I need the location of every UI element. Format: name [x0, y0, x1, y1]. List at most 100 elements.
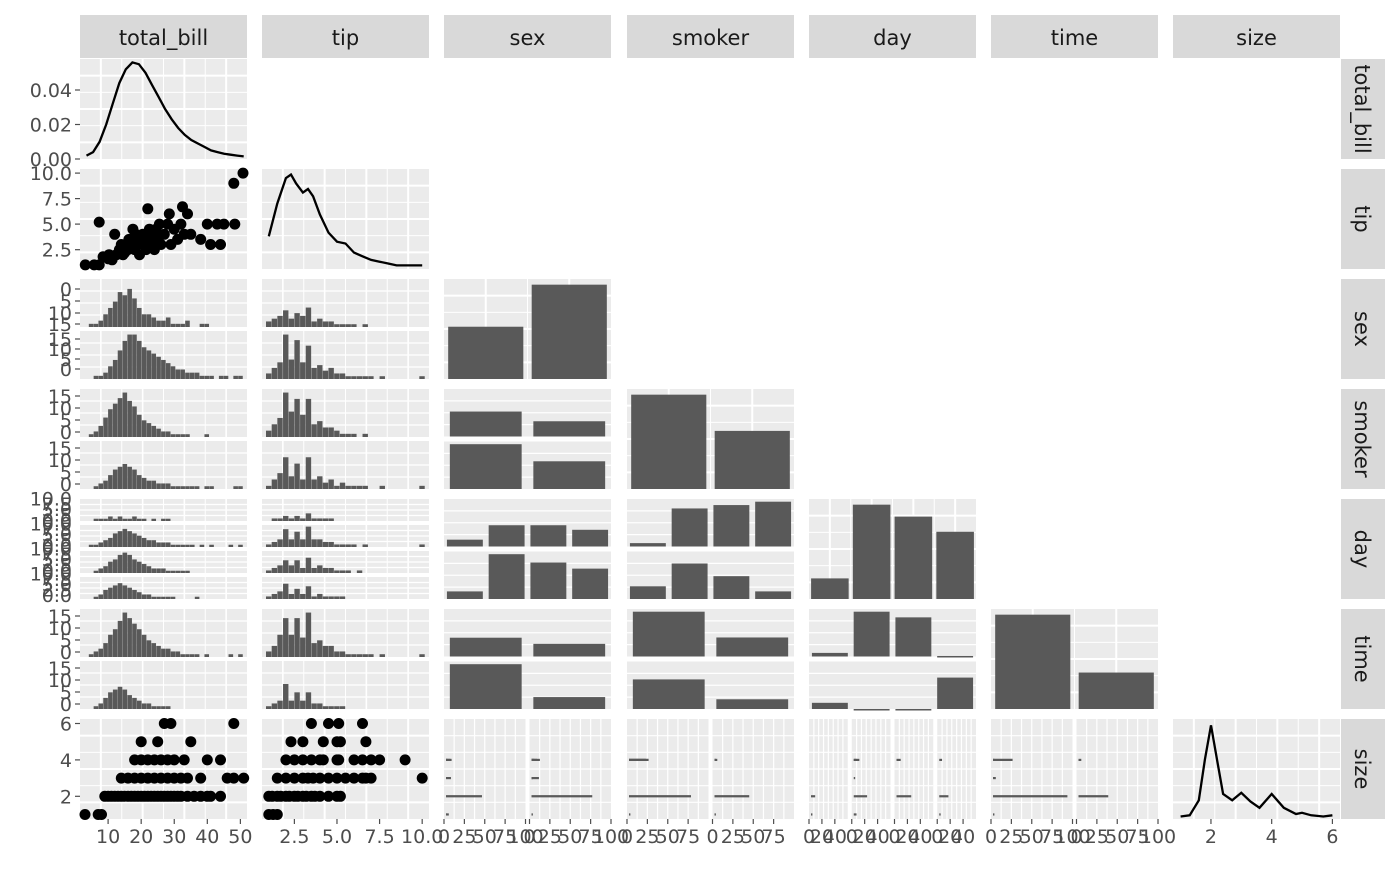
bar	[185, 654, 190, 657]
point	[334, 736, 346, 748]
point	[314, 772, 326, 784]
bar	[238, 375, 243, 379]
bar	[98, 594, 104, 599]
point	[271, 772, 283, 784]
bar	[170, 570, 176, 573]
bar	[98, 425, 104, 437]
bar	[317, 318, 323, 327]
point	[348, 754, 360, 766]
bar	[117, 686, 123, 709]
y-tick-label: 15	[48, 658, 72, 680]
row-strip-size: size	[1341, 719, 1385, 819]
panel-time-vs-sex	[444, 609, 611, 709]
bar	[117, 554, 123, 573]
bar	[632, 611, 705, 657]
bar	[328, 321, 334, 327]
bar	[170, 434, 176, 437]
panel-tip-density	[262, 169, 429, 269]
column-strip-smoker: smoker	[627, 15, 794, 58]
bar	[322, 321, 329, 327]
bar	[294, 313, 300, 327]
bar	[322, 427, 329, 437]
y-tick-label: 15	[48, 438, 72, 460]
x-tick-label: 75	[1126, 826, 1150, 848]
bar	[228, 654, 234, 657]
bar	[714, 430, 790, 489]
bar	[379, 654, 385, 657]
row-strip-sex: sex	[1341, 279, 1385, 379]
bar	[317, 365, 323, 379]
bar	[755, 501, 792, 547]
bar	[112, 359, 118, 379]
y-tick-label: 10.0	[30, 488, 72, 510]
bar	[713, 576, 750, 599]
x-tick-label: 50	[656, 826, 680, 848]
point	[314, 790, 326, 802]
y-tick-label: 10	[48, 450, 72, 472]
bar	[1078, 672, 1154, 709]
bar	[161, 542, 166, 547]
bar	[223, 375, 229, 379]
bar	[339, 373, 346, 379]
bar	[311, 539, 317, 547]
bar	[362, 654, 368, 657]
bar	[93, 570, 99, 573]
bar	[151, 568, 157, 573]
bar	[165, 706, 171, 709]
y-tick-label: 2.5	[42, 505, 72, 527]
strip-label: day	[873, 26, 912, 50]
bar	[277, 539, 283, 547]
bar	[317, 565, 323, 573]
bar	[351, 433, 357, 437]
bar	[233, 486, 238, 489]
bar	[98, 320, 104, 327]
panel-total-bill-by-sex	[80, 279, 247, 379]
bar	[351, 485, 357, 489]
bar	[146, 540, 152, 547]
bar	[288, 539, 295, 547]
bar	[151, 480, 157, 489]
strip-background	[262, 15, 429, 58]
point	[416, 772, 428, 784]
bar	[419, 376, 425, 379]
bar	[995, 614, 1071, 709]
bar	[185, 486, 190, 489]
y-tick-label: 0	[60, 474, 72, 496]
bar	[161, 483, 166, 489]
point	[195, 233, 207, 245]
bar	[170, 544, 176, 547]
bar	[194, 596, 200, 599]
bar	[283, 618, 289, 657]
bar	[937, 677, 974, 709]
bar	[362, 376, 368, 379]
y-tick-label: 10	[48, 618, 72, 640]
point	[323, 772, 334, 784]
x-tick-label: 40	[908, 826, 932, 848]
y-tick-label: 5.0	[42, 214, 72, 236]
y-tick-label: 10	[48, 303, 72, 325]
x-tick-label: 25	[999, 826, 1023, 848]
bar	[117, 531, 123, 547]
bar	[108, 587, 113, 599]
bar	[288, 634, 295, 657]
bar	[93, 431, 99, 437]
bar	[322, 645, 329, 657]
bar	[137, 475, 142, 489]
y-tick-label: 2.5	[42, 240, 72, 262]
bar	[175, 369, 181, 379]
bar	[122, 585, 128, 599]
x-tick-label: 0	[438, 826, 450, 848]
bar	[190, 544, 195, 547]
bar	[322, 518, 329, 521]
bar	[266, 485, 272, 489]
x-tick-label: 25	[635, 826, 659, 848]
bar	[283, 684, 289, 709]
bar	[322, 567, 329, 573]
bar	[165, 648, 171, 657]
x-tick-label: 50	[741, 826, 765, 848]
bar	[112, 301, 118, 327]
y-tick-label: 10.0	[30, 563, 72, 585]
panel-day-bars	[809, 499, 976, 599]
y-tick-label: 0.0	[42, 560, 72, 582]
